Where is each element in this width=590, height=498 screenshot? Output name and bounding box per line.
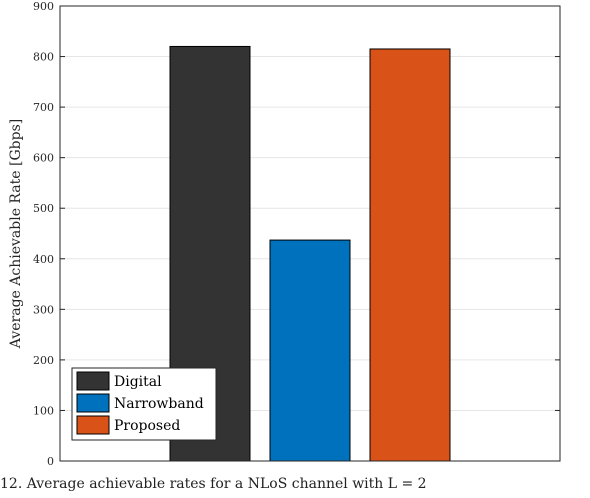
y-axis-label: Average Achievable Rate [Gbps] [8, 119, 24, 349]
y-tick-label: 100 [33, 404, 54, 417]
legend-label: Proposed [114, 418, 180, 434]
bar-proposed [369, 48, 451, 462]
y-tick-label: 700 [33, 101, 54, 114]
bar-narrowband [269, 239, 351, 462]
figure-caption: 12. Average achievable rates for a NLoS … [0, 476, 427, 492]
y-tick-label: 200 [33, 354, 54, 367]
bar-chart: 0 100 200 300 400 500 600 700 800 900 Average Ach… [8, 0, 561, 468]
plot-frame [59, 5, 561, 462]
legend-label: Narrowband [114, 396, 204, 412]
y-tick-label: 800 [33, 51, 54, 64]
y-tick-label: 500 [33, 202, 54, 215]
y-tick-label: 900 [33, 0, 54, 13]
y-tick-label: 400 [33, 253, 54, 266]
legend: Digital Narrowband Proposed [71, 367, 217, 441]
y-tick-label: 0 [47, 455, 54, 468]
legend-label: Digital [114, 374, 162, 390]
y-tick-label: 300 [33, 303, 54, 316]
legend-swatch [76, 393, 110, 413]
legend-swatch [76, 371, 110, 391]
y-axis-ticks: 0 100 200 300 400 500 600 700 800 900 [33, 0, 560, 468]
y-tick-label: 600 [33, 152, 54, 165]
legend-swatch [76, 415, 110, 435]
